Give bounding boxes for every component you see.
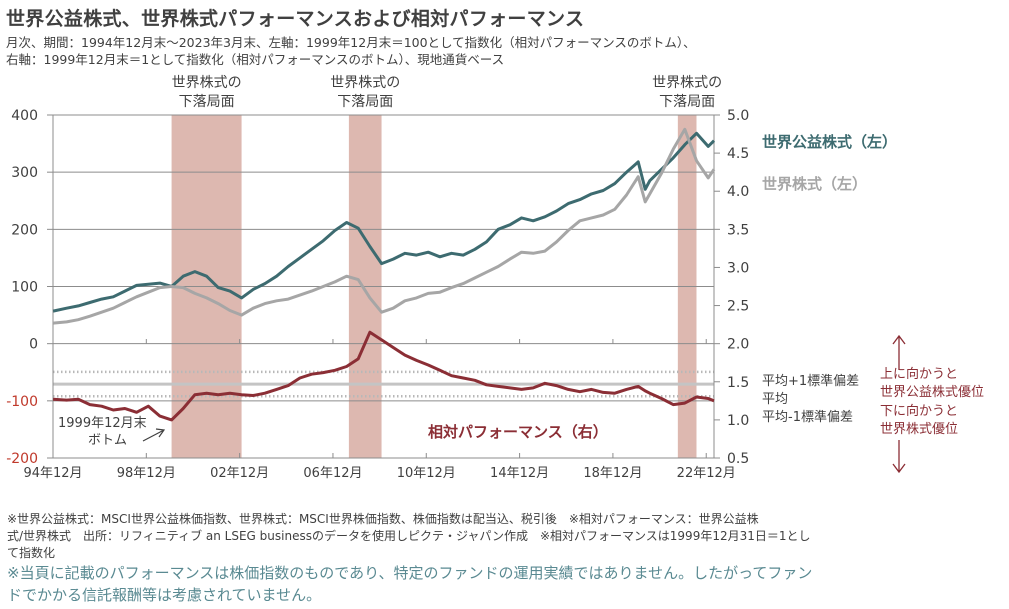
footer-source-line3: て指数化	[7, 546, 56, 560]
footer-source-line2: 式/世界株式 出所：リフィニティブ an LSEG businessのデータを使…	[7, 529, 811, 543]
footer-note-line1: ※当頁に記載のパフォーマンスは株価指数のものであり、特定のファンドの運用実績では…	[7, 564, 813, 582]
right-axis-tick-label: 2.5	[727, 299, 749, 315]
legend-world-stocks: 世界株式（左）	[762, 175, 867, 193]
x-axis-tick-label: 02年12月	[210, 466, 269, 481]
up-annotation-line1: 上に向かうと	[880, 366, 958, 382]
left-axis-tick-label: -100	[6, 394, 38, 410]
up-annotation-line2: 世界公益株式優位	[880, 385, 984, 400]
chart-title: 世界公益株式、世界株式パフォーマンスおよび相対パフォーマンス	[6, 8, 585, 30]
legend-utility-stocks: 世界公益株式（左）	[762, 133, 897, 151]
footer-source-line1: ※世界公益株式：MSCI世界公益株価指数、世界株式：MSCI世界株価指数、株価指…	[7, 512, 759, 526]
shaded-period-label-line2: 下落局面	[337, 94, 393, 110]
left-axis-tick-label: 300	[11, 165, 38, 181]
right-axis-tick-label: 0.5	[727, 451, 749, 467]
x-axis-tick-label: 22年12月	[677, 466, 736, 481]
right-axis-tick-label: 3.0	[727, 260, 749, 276]
footer-note-line2: ドでかかる信託報酬等は考慮されていません。	[7, 586, 322, 604]
shaded-period-label-line1: 世界株式の	[330, 75, 400, 91]
left-axis-tick-label: 200	[11, 222, 38, 238]
bottom-annotation-line1: 1999年12月末	[58, 416, 147, 431]
chart-svg: 400 300 200 100 0 -100 -200 5.0 4.5 4.0 3.5 3.0 2.5 2…	[6, 75, 984, 481]
left-axis-tick-label: -200	[6, 451, 38, 467]
left-axis-tick-label: 400	[11, 108, 38, 124]
arrow-up-icon	[892, 334, 906, 370]
down-annotation-line2: 世界株式優位	[880, 422, 958, 437]
right-axis-tick-label: 1.0	[727, 413, 749, 429]
arrow-down-icon	[892, 440, 906, 474]
legend-mean-minus-sd: 平均-1標準偏差	[762, 409, 853, 425]
right-axis-tick-label: 5.0	[727, 108, 749, 124]
legend-mean-plus-sd: 平均+1標準偏差	[762, 373, 859, 389]
legend-mean: 平均	[762, 392, 788, 407]
chart-subtitle-line2: 右軸：1999年12月末＝1として指数化（相対パフォーマンスのボトム）、現地通貨…	[6, 52, 505, 67]
chart-subtitle-line1: 月次、期間：1994年12月末～2023年3月末、左軸：1999年12月末＝10…	[6, 35, 696, 50]
legend-relative-performance: 相対パフォーマンス（右）	[428, 423, 608, 441]
right-axis-tick-label: 4.5	[727, 146, 749, 162]
shaded-period-label-line1: 世界株式の	[652, 75, 722, 91]
bottom-annotation-line2: ボトム	[88, 433, 127, 448]
left-axis-tick-label: 100	[11, 280, 38, 296]
relative-performance-line	[53, 330, 715, 422]
shaded-period-label-line2: 下落局面	[179, 94, 235, 110]
right-axis-tick-label: 1.5	[727, 375, 749, 391]
right-axis-tick-label: 2.0	[727, 337, 749, 353]
down-annotation-line1: 下に向かうと	[880, 403, 958, 419]
x-axis-tick-label: 98年12月	[117, 466, 176, 481]
x-axis-tick-label: 94年12月	[23, 466, 82, 481]
x-axis-tick-label: 10年12月	[397, 466, 456, 481]
right-axis-tick-label: 3.5	[727, 222, 749, 238]
shaded-period-label-line1: 世界株式の	[172, 75, 242, 91]
world-stocks-line	[52, 127, 716, 325]
x-axis-tick-label: 14年12月	[490, 466, 549, 481]
shaded-period-label-line2: 下落局面	[659, 94, 715, 110]
x-axis-tick-label: 18年12月	[583, 466, 642, 481]
left-axis-tick-label: 0	[29, 337, 38, 353]
bottom-arrow-icon	[142, 428, 166, 442]
right-axis-tick-label: 4.0	[727, 184, 749, 200]
utility-stocks-line	[52, 131, 716, 313]
x-axis-tick-label: 06年12月	[303, 466, 362, 481]
